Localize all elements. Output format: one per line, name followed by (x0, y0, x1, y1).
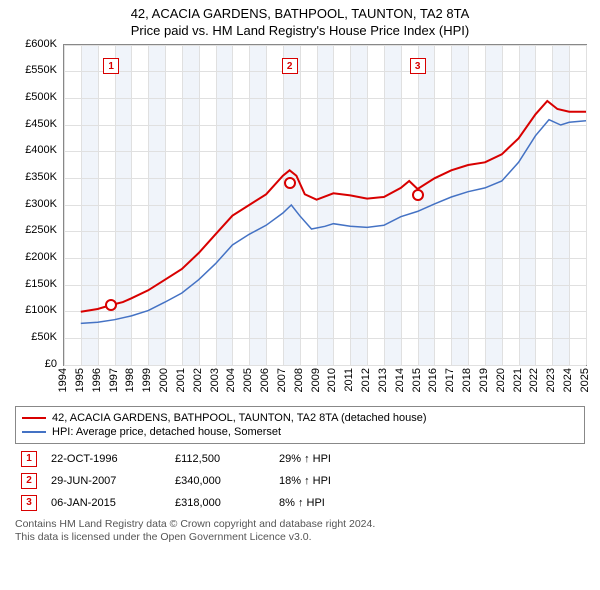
transaction-number: 2 (21, 473, 37, 489)
legend-item: 42, ACACIA GARDENS, BATHPOOL, TAUNTON, T… (22, 411, 578, 425)
y-tick-label: £550K (15, 64, 57, 76)
legend-label: HPI: Average price, detached house, Some… (52, 426, 281, 438)
series-property (81, 101, 586, 312)
transaction-number: 3 (21, 495, 37, 511)
transaction-price: £318,000 (175, 497, 265, 509)
transaction-hpi: 18% ↑ HPI (279, 475, 389, 487)
x-tick-label: 2001 (175, 368, 187, 392)
transaction-number: 1 (21, 451, 37, 467)
x-tick-label: 2025 (579, 368, 591, 392)
x-axis: 1994199519961997199819992000200120022003… (63, 364, 585, 404)
x-tick-label: 2005 (242, 368, 254, 392)
x-tick-label: 2022 (528, 368, 540, 392)
x-tick-label: 2013 (377, 368, 389, 392)
title-line-1: 42, ACACIA GARDENS, BATHPOOL, TAUNTON, T… (6, 6, 594, 23)
legend-item: HPI: Average price, detached house, Some… (22, 425, 578, 439)
transaction-row: 3 06-JAN-2015 £318,000 8% ↑ HPI (15, 492, 585, 514)
legend-swatch (22, 431, 46, 433)
plot-area: 1 2 3 (63, 44, 587, 366)
x-tick-label: 2023 (545, 368, 557, 392)
y-tick-label: £50K (15, 331, 57, 343)
chart-title-block: 42, ACACIA GARDENS, BATHPOOL, TAUNTON, T… (6, 6, 594, 40)
marker-point-2 (284, 177, 296, 189)
transaction-hpi: 29% ↑ HPI (279, 453, 389, 465)
x-tick-label: 2004 (225, 368, 237, 392)
transaction-price: £112,500 (175, 453, 265, 465)
x-tick-label: 1999 (141, 368, 153, 392)
y-tick-label: £150K (15, 278, 57, 290)
y-tick-label: £450K (15, 118, 57, 130)
transaction-date: 29-JUN-2007 (51, 475, 161, 487)
x-tick-label: 1998 (124, 368, 136, 392)
x-tick-label: 2003 (209, 368, 221, 392)
y-tick-label: £250K (15, 224, 57, 236)
grid-v (586, 45, 587, 365)
x-tick-label: 2007 (276, 368, 288, 392)
transaction-date: 06-JAN-2015 (51, 497, 161, 509)
y-tick-label: £0 (15, 358, 57, 370)
footer-line-2: This data is licensed under the Open Gov… (15, 531, 585, 544)
transaction-row: 1 22-OCT-1996 £112,500 29% ↑ HPI (15, 448, 585, 470)
title-line-2: Price paid vs. HM Land Registry's House … (6, 23, 594, 40)
x-tick-label: 2010 (326, 368, 338, 392)
y-tick-label: £350K (15, 171, 57, 183)
x-tick-label: 2009 (310, 368, 322, 392)
legend-label: 42, ACACIA GARDENS, BATHPOOL, TAUNTON, T… (52, 412, 427, 424)
x-tick-label: 2019 (478, 368, 490, 392)
x-tick-label: 2024 (562, 368, 574, 392)
transaction-hpi: 8% ↑ HPI (279, 497, 389, 509)
marker-point-1 (105, 299, 117, 311)
y-tick-label: £500K (15, 91, 57, 103)
series-hpi (81, 119, 586, 323)
x-tick-label: 1994 (57, 368, 69, 392)
y-tick-label: £400K (15, 144, 57, 156)
x-tick-label: 1995 (74, 368, 86, 392)
x-tick-label: 2016 (427, 368, 439, 392)
x-tick-label: 2008 (293, 368, 305, 392)
x-tick-label: 2011 (343, 368, 355, 392)
marker-box-3: 3 (410, 58, 426, 74)
transaction-price: £340,000 (175, 475, 265, 487)
x-tick-label: 2002 (192, 368, 204, 392)
footer: Contains HM Land Registry data © Crown c… (15, 518, 585, 544)
x-tick-label: 2000 (158, 368, 170, 392)
transaction-row: 2 29-JUN-2007 £340,000 18% ↑ HPI (15, 470, 585, 492)
y-tick-label: £200K (15, 251, 57, 263)
legend: 42, ACACIA GARDENS, BATHPOOL, TAUNTON, T… (15, 406, 585, 444)
x-tick-label: 1996 (91, 368, 103, 392)
x-tick-label: 2006 (259, 368, 271, 392)
y-axis: £0£50K£100K£150K£200K£250K£300K£350K£400… (15, 44, 63, 364)
y-tick-label: £100K (15, 304, 57, 316)
x-tick-label: 2021 (512, 368, 524, 392)
transactions-table: 1 22-OCT-1996 £112,500 29% ↑ HPI 2 29-JUN-200… (15, 448, 585, 514)
x-tick-label: 2017 (444, 368, 456, 392)
x-tick-label: 2015 (411, 368, 423, 392)
x-tick-label: 2014 (394, 368, 406, 392)
legend-swatch (22, 417, 46, 419)
marker-point-3 (412, 189, 424, 201)
x-tick-label: 1997 (108, 368, 120, 392)
y-tick-label: £600K (15, 38, 57, 50)
chart-container: £0 £50K £100K £150K £200K £250K £300K £350K £400… (15, 44, 585, 404)
footer-line-1: Contains HM Land Registry data © Crown c… (15, 518, 585, 531)
marker-box-1: 1 (103, 58, 119, 74)
x-tick-label: 2012 (360, 368, 372, 392)
chart-svg (64, 45, 586, 365)
marker-box-2: 2 (282, 58, 298, 74)
x-tick-label: 2018 (461, 368, 473, 392)
y-tick-label: £300K (15, 198, 57, 210)
x-tick-label: 2020 (495, 368, 507, 392)
transaction-date: 22-OCT-1996 (51, 453, 161, 465)
